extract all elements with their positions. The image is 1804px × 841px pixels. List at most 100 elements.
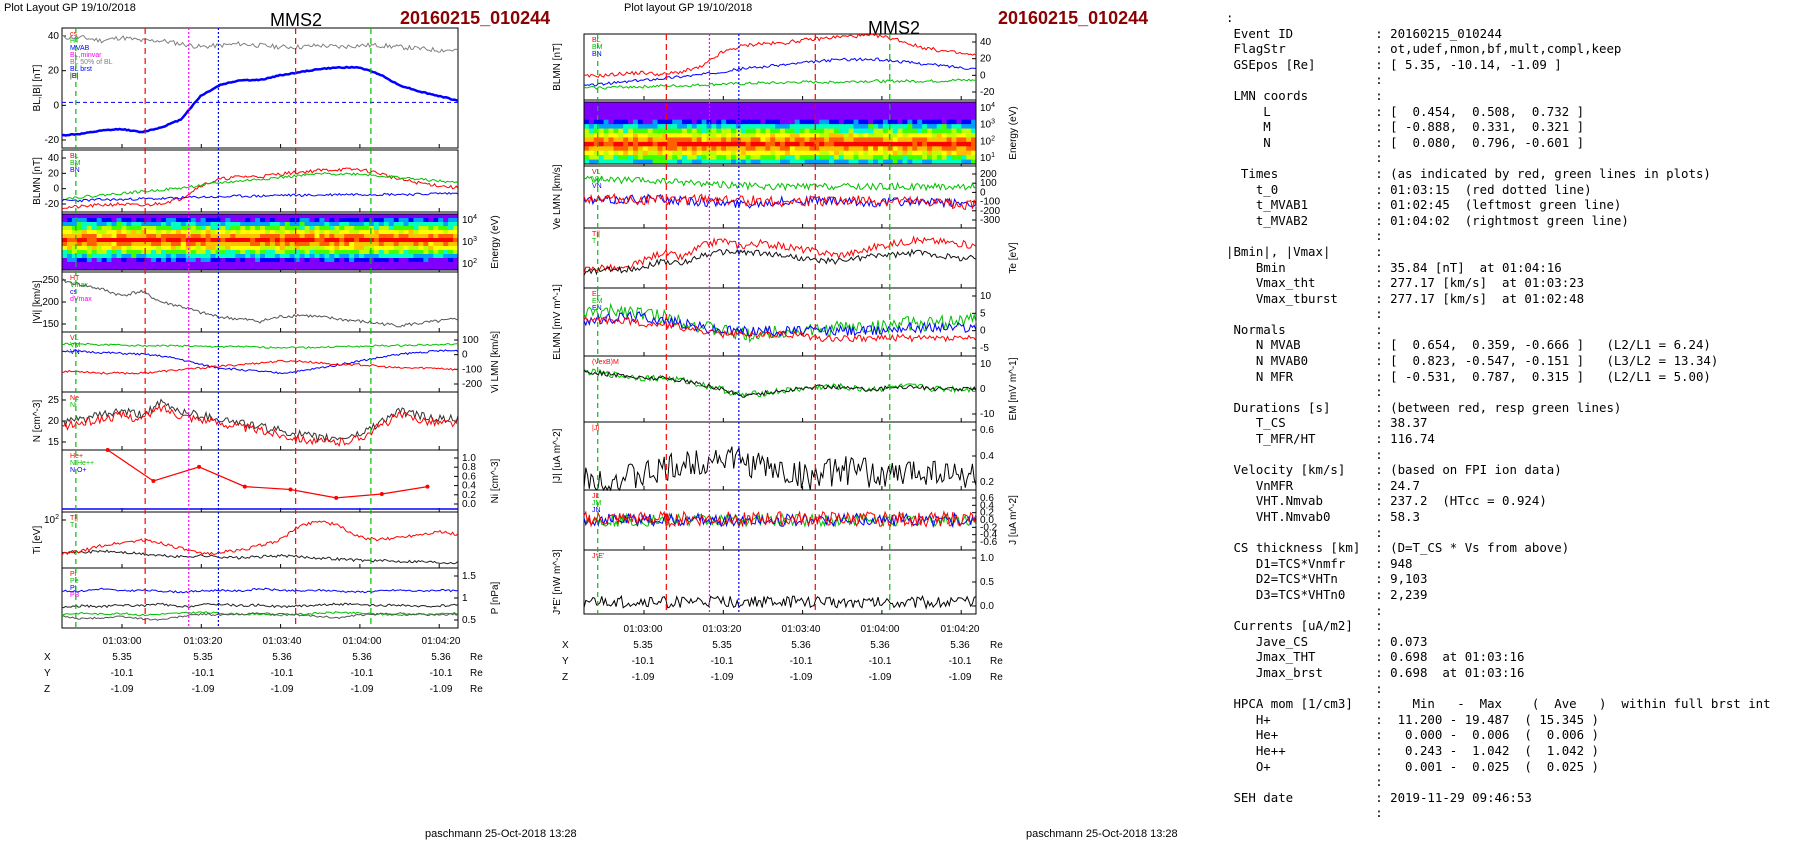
spectrogram-cell bbox=[299, 226, 305, 231]
info-row: HPCA mom [1/cm3] : Min - Max ( Ave ) wit… bbox=[1226, 696, 1770, 712]
spectrogram-cell bbox=[156, 258, 162, 263]
spectrogram-cell bbox=[603, 141, 609, 147]
spectrogram-cell bbox=[141, 258, 147, 263]
ephemeris-value: -10.1 bbox=[869, 656, 892, 667]
spectrogram-cell bbox=[623, 159, 629, 165]
left-footer: paschmann 25-Oct-2018 13:28 bbox=[425, 828, 577, 840]
spectrogram-cell bbox=[912, 137, 918, 143]
spectrogram-cell bbox=[146, 246, 152, 251]
spectrogram-cell bbox=[858, 150, 864, 156]
spectrogram-cell bbox=[329, 266, 335, 271]
spectrogram-cell bbox=[106, 262, 112, 267]
spectrogram-cell bbox=[637, 137, 644, 143]
spectrogram-cell bbox=[789, 106, 796, 112]
spectrogram-cell bbox=[453, 254, 459, 259]
info-value: : bbox=[1375, 150, 1383, 166]
spectrogram-cell bbox=[912, 141, 918, 147]
spectrogram-cell bbox=[91, 242, 98, 247]
spectrogram-cell bbox=[284, 230, 291, 235]
spectrogram-cell bbox=[363, 258, 370, 263]
spectrogram-cell bbox=[76, 214, 83, 219]
spectrogram-cell bbox=[682, 128, 688, 134]
spectrogram-cell bbox=[775, 137, 781, 143]
spectrogram-cell bbox=[652, 155, 658, 160]
spectrogram-cell bbox=[819, 110, 825, 116]
spectrogram-cell bbox=[383, 246, 390, 251]
spectrogram-cell bbox=[349, 214, 355, 219]
spectrogram-cell bbox=[657, 155, 663, 160]
y-tick-label: 20 bbox=[980, 54, 992, 65]
spectrogram-cell bbox=[255, 266, 261, 271]
spectrogram-cell bbox=[121, 258, 127, 263]
spectrogram-cell bbox=[966, 141, 972, 147]
spectrogram-cell bbox=[126, 238, 132, 243]
spectrogram-cell bbox=[598, 150, 604, 156]
info-value: : 948 bbox=[1375, 555, 1413, 571]
spectrogram-cell bbox=[907, 137, 913, 143]
spectrogram-cell bbox=[418, 242, 424, 247]
panel-frame bbox=[61, 149, 459, 213]
spectrogram-cell bbox=[324, 238, 330, 243]
spectrogram-cell bbox=[794, 137, 800, 143]
spectrogram-cell bbox=[711, 115, 717, 121]
spectrogram-cell bbox=[809, 119, 815, 125]
spectrogram-cell bbox=[413, 234, 419, 239]
spectrogram-cell bbox=[927, 106, 933, 112]
spectrogram-cell bbox=[588, 102, 595, 107]
spectrogram-cell bbox=[250, 226, 256, 231]
spectrogram-cell bbox=[205, 242, 211, 247]
spectrogram-cell bbox=[383, 262, 390, 267]
spectrogram-cell bbox=[245, 234, 251, 239]
spectrogram-cell bbox=[161, 246, 167, 251]
spectrogram-cell bbox=[686, 128, 693, 134]
spectrogram-cell bbox=[838, 146, 845, 152]
spectrogram-cell bbox=[274, 262, 281, 267]
spectrogram-cell bbox=[941, 159, 947, 165]
spectrogram-cell bbox=[116, 262, 122, 267]
info-key: Bmin bbox=[1226, 259, 1376, 275]
spectrogram-cell bbox=[770, 124, 776, 129]
spectrogram-cell bbox=[354, 226, 360, 231]
spectrogram-cell bbox=[126, 266, 132, 271]
spectrogram-cell bbox=[423, 246, 429, 251]
spectrogram-cell bbox=[319, 234, 325, 239]
series-line bbox=[583, 192, 977, 211]
spectrogram-cell bbox=[613, 159, 619, 165]
spectrogram-cell bbox=[691, 119, 698, 125]
spectrogram-cell bbox=[887, 159, 894, 165]
spectrogram-cell bbox=[423, 254, 429, 259]
info-key: Jave_CS bbox=[1226, 633, 1376, 649]
spectrogram-cell bbox=[408, 242, 414, 247]
spectrogram-cell bbox=[235, 254, 241, 259]
y-tick-label: -5 bbox=[980, 343, 989, 354]
ephemeris-value: 5.36 bbox=[950, 640, 970, 651]
spectrogram-cell bbox=[383, 250, 390, 255]
spectrogram-cell bbox=[433, 250, 439, 255]
spectrogram-cell bbox=[111, 226, 117, 231]
spectrogram-cell bbox=[912, 146, 918, 152]
spectrogram-cell bbox=[76, 250, 83, 255]
spectrogram-cell bbox=[682, 106, 688, 112]
spectrogram-cell bbox=[96, 266, 103, 271]
spectrogram-cell bbox=[116, 242, 122, 247]
spectrogram-cell bbox=[927, 115, 933, 121]
spectrogram-cell bbox=[750, 102, 756, 107]
spectrogram-cell bbox=[96, 222, 103, 227]
spectrogram-cell bbox=[210, 214, 216, 219]
spectrogram-cell bbox=[892, 102, 898, 107]
spectrogram-cell bbox=[941, 155, 947, 160]
spectrogram-cell bbox=[780, 102, 786, 107]
spectrogram-cell bbox=[868, 119, 874, 125]
spectrogram-cell bbox=[780, 155, 786, 160]
spectrogram-cell bbox=[633, 119, 639, 125]
data-point bbox=[242, 484, 247, 489]
spectrogram-cell bbox=[289, 250, 296, 255]
spectrogram-cell bbox=[598, 110, 604, 116]
spectrogram-cell bbox=[170, 242, 177, 247]
y-tick-label: 103 bbox=[462, 236, 477, 248]
info-row: CS thickness [km] : (D=T_CS * Vs from ab… bbox=[1226, 540, 1771, 556]
spectrogram-cell bbox=[304, 246, 310, 251]
ephemeris-value: -1.09 bbox=[790, 672, 813, 683]
spectrogram-cell bbox=[101, 266, 107, 271]
spectrogram-cell bbox=[86, 262, 93, 267]
